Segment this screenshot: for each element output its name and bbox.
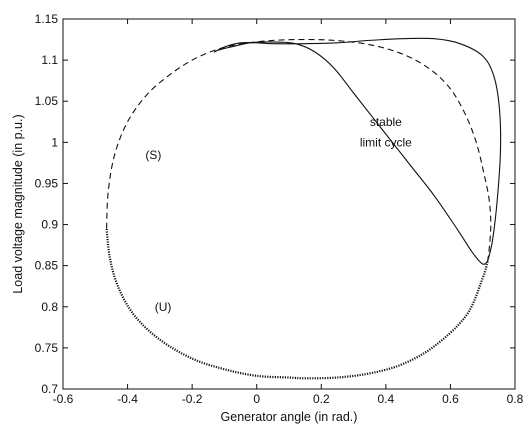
x-tick-label: 0.6: [442, 392, 459, 406]
x-tick-label: -0.2: [182, 392, 203, 406]
annotation-label: (U): [155, 300, 172, 314]
y-tick-label: 1.1: [41, 53, 58, 67]
y-tick-label: 0.95: [35, 176, 59, 190]
y-tick-label: 1.05: [35, 94, 59, 108]
x-tick-label: 0.4: [378, 392, 395, 406]
annotation-label: limit cycle: [360, 135, 412, 149]
series-line-solid: [213, 37, 502, 265]
x-axis-label: Generator angle (in rad.): [221, 410, 358, 424]
x-tick-label: 0.2: [313, 392, 330, 406]
y-tick-label: 0.7: [41, 382, 58, 396]
y-tick-label: 1: [51, 135, 58, 149]
series-layer: [105, 37, 502, 380]
y-tick-label: 0.9: [41, 218, 58, 232]
y-tick-label: 1.15: [35, 12, 59, 26]
tick-layer: -0.6 -0.4 -0.2 0 0.2 0.4 0.6 0.8 0.7 0.75 0.8 0.85 0…: [35, 12, 524, 406]
x-tick-label: 0.8: [507, 392, 524, 406]
annotation-layer: stable limit cycle (S) (U): [145, 115, 412, 314]
x-tick-label: 0: [253, 392, 260, 406]
x-tick-label: -0.4: [117, 392, 138, 406]
y-tick-label: 0.85: [35, 259, 59, 273]
y-tick-label: 0.75: [35, 341, 59, 355]
series-line-dashed: [106, 38, 492, 262]
plot-area-frame: [62, 18, 516, 390]
y-axis-label: Load voltage magnitude (in p.u.): [11, 114, 25, 293]
y-tick-label: 0.8: [41, 300, 58, 314]
annotation-label: stable: [370, 115, 402, 129]
x-tick-label: -0.6: [53, 392, 74, 406]
annotation-label: (S): [145, 148, 161, 162]
